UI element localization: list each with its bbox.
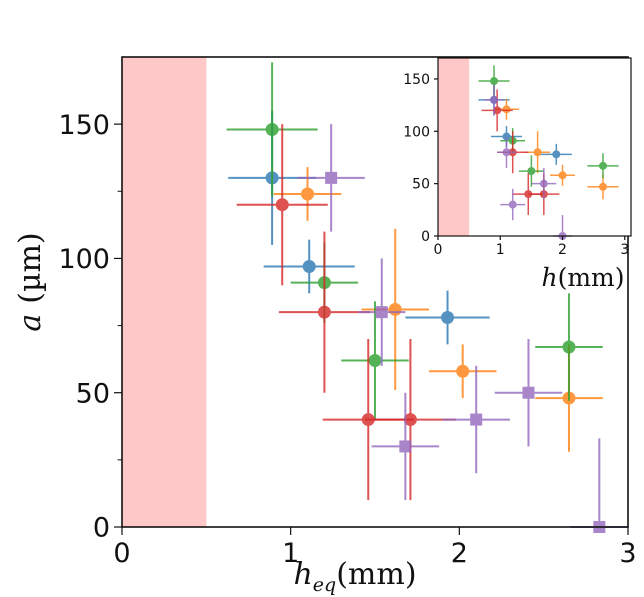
inset-xtick-label-0: 0: [434, 242, 443, 258]
main-point-s2-p3: [535, 293, 603, 401]
inset-ytick-label-2: 100: [403, 124, 430, 140]
inset-point-s4-p3: [531, 167, 557, 200]
main-point-s1-p2: [428, 344, 497, 399]
inset-point-s1-p1: [525, 131, 551, 174]
inset-point-s2-p2: [518, 155, 544, 187]
inset-point-s2-p3: [587, 153, 619, 179]
main-point-s4-p2: [442, 365, 510, 474]
inset-ytick-label-1: 50: [412, 177, 430, 193]
inset-xtick-label-1: 1: [496, 242, 505, 258]
main-ytick-label-1: 50: [76, 378, 110, 409]
main-point-s4-p4: [371, 392, 440, 501]
inset-point-s4-p2: [500, 188, 526, 221]
main-point-s4-p0: [297, 124, 365, 232]
main-point-s2-p2: [341, 301, 409, 420]
inset-marker-s3-p0: [493, 106, 502, 115]
main-excluded-region: [122, 57, 207, 527]
main-point-s4-p1: [358, 258, 406, 366]
main-ytick-label-2: 100: [58, 244, 110, 275]
inset-marker-s2-p2: [527, 167, 536, 176]
main-point-s3-p0: [236, 124, 328, 286]
inset-plot: 0 1 2 3 0 50 100 150 h(mm): [403, 57, 632, 292]
main-x-label-var: h: [293, 557, 312, 592]
inset-marker-s4-p3: [539, 179, 548, 188]
main-marker-s2-p3: [562, 340, 576, 354]
inset-marker-s2-p3: [598, 161, 607, 170]
inset-x-axis-label: h(mm): [541, 263, 624, 292]
main-ytick-label-0: 0: [93, 513, 110, 544]
inset-marker-s4-p1: [502, 148, 511, 157]
main-point-s3-p3: [364, 339, 456, 501]
main-axes-frame: [121, 56, 629, 528]
main-marker-s1-p0: [301, 187, 315, 201]
main-marker-s4-p2: [470, 413, 483, 426]
inset-marker-s2-p0: [490, 77, 499, 86]
inset-background: [438, 58, 631, 236]
main-point-s4-p5: [570, 438, 628, 533]
main-point-s2-p0: [226, 62, 318, 197]
inset-ytick-label-3: 150: [403, 72, 430, 88]
main-marker-s1-p2: [456, 364, 470, 378]
main-y-axis-label: a (µm): [13, 232, 48, 331]
main-marker-s3-p0: [275, 198, 289, 212]
main-x-label-sub: eq: [313, 574, 336, 596]
main-y-label-var: a: [13, 314, 48, 332]
inset-x-label-unit: (mm): [558, 263, 625, 292]
main-xtick-label-0: 0: [113, 538, 130, 569]
inset-ticks: 0 1 2 3 0 50 100 150: [403, 72, 629, 258]
inset-xtick-label-3: 3: [620, 242, 629, 258]
main-ytick-label-3: 150: [58, 110, 110, 141]
main-marker-s2-p0: [265, 123, 279, 137]
inset-xtick-label-2: 2: [558, 242, 567, 258]
main-x-axis-label: heq(mm): [293, 557, 416, 596]
main-marker-s4-p4: [399, 440, 412, 453]
inset-x-label-var: h: [541, 263, 557, 292]
inset-data-marks: [478, 65, 619, 240]
inset-marker-s1-p3: [598, 182, 607, 191]
inset-marker-s0-p2: [552, 150, 561, 159]
inset-point-s4-p1: [497, 136, 516, 168]
inset-point-s3-p0: [481, 89, 513, 132]
inset-marker-s4-p2: [508, 200, 517, 209]
inset-marker-s4-p0: [490, 95, 499, 104]
main-x-label-unit: (mm): [336, 557, 416, 592]
main-marker-s1-p1: [388, 302, 402, 316]
inset-marker-s1-p2: [558, 171, 567, 180]
main-marker-s4-p1: [375, 306, 388, 319]
main-point-s3-p1: [278, 231, 370, 393]
main-xtick-label-3: 3: [619, 538, 636, 569]
main-y-label-unit: (µm): [13, 232, 48, 303]
main-marker-s3-p3: [403, 413, 417, 427]
inset-excluded-region: [438, 58, 470, 236]
inset-ytick-label-0: 0: [421, 229, 430, 245]
main-xtick-label-1: 1: [282, 538, 299, 569]
main-marker-s0-p1: [302, 259, 316, 273]
inset-point-s1-p2: [550, 164, 575, 186]
main-xtick-label-2: 2: [451, 538, 468, 569]
main-marker-s2-p2: [368, 353, 382, 367]
inset-point-s4-p0: [484, 84, 504, 116]
main-point-s1-p0: [273, 167, 342, 221]
main-marker-s0-p2: [441, 311, 455, 325]
main-point-s4-p3: [494, 339, 563, 447]
main-point-s0-p1: [263, 239, 355, 294]
main-marker-s4-p3: [522, 386, 535, 399]
main-marker-s4-p0: [325, 171, 338, 184]
inset-point-s0-p2: [540, 143, 572, 165]
inset-axes-frame: [437, 57, 632, 237]
main-data-marks: [226, 62, 628, 533]
main-marker-s3-p1: [317, 305, 331, 319]
inset-marker-s1-p0: [502, 105, 511, 114]
main-point-s0-p2: [405, 290, 490, 345]
inset-marker-s1-p1: [533, 148, 542, 157]
